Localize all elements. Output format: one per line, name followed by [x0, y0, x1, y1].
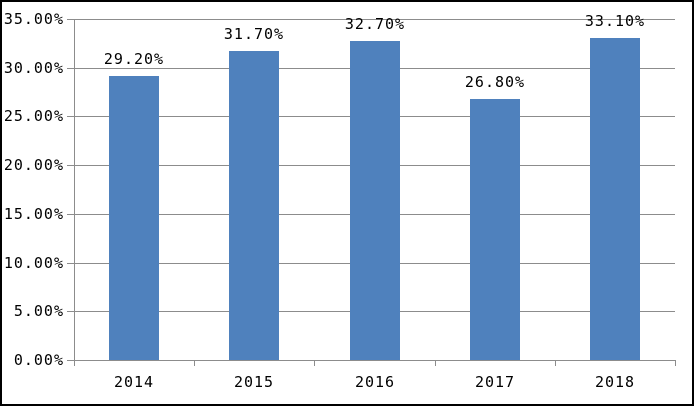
bar — [229, 51, 279, 360]
y-axis-tick-label: 5.00% — [13, 302, 64, 320]
x-axis-tick — [314, 360, 315, 366]
y-axis-tick-label: 0.00% — [13, 351, 64, 369]
x-axis-tick — [435, 360, 436, 366]
bar-value-label: 26.80% — [464, 73, 526, 91]
bar-value-label: 31.70% — [223, 25, 285, 43]
x-category-label: 2018 — [594, 373, 636, 391]
bar-value-label: 33.10% — [584, 12, 646, 30]
x-axis-tick — [555, 360, 556, 366]
bar-value-label: 29.20% — [103, 50, 165, 68]
bar-value-label: 32.70% — [344, 15, 406, 33]
y-axis-tick-label: 35.00% — [3, 10, 64, 28]
x-category-label: 2017 — [474, 373, 516, 391]
bar — [350, 41, 400, 360]
x-axis-line — [67, 360, 675, 361]
x-axis-tick — [675, 360, 676, 366]
y-axis-tick-label: 15.00% — [3, 205, 64, 223]
y-axis-tick-label: 30.00% — [3, 59, 64, 77]
x-axis-tick — [194, 360, 195, 366]
y-axis-tick-label: 25.00% — [3, 107, 64, 125]
bar — [590, 38, 640, 360]
y-axis-line — [74, 19, 75, 360]
y-axis-tick-label: 10.00% — [3, 254, 64, 272]
x-category-label: 2016 — [354, 373, 396, 391]
x-axis-tick — [74, 360, 75, 366]
x-category-label: 2014 — [113, 373, 155, 391]
bar — [470, 99, 520, 360]
bar — [109, 76, 159, 360]
y-axis-tick-label: 20.00% — [3, 156, 64, 174]
gridline — [67, 19, 675, 20]
x-category-label: 2015 — [233, 373, 275, 391]
